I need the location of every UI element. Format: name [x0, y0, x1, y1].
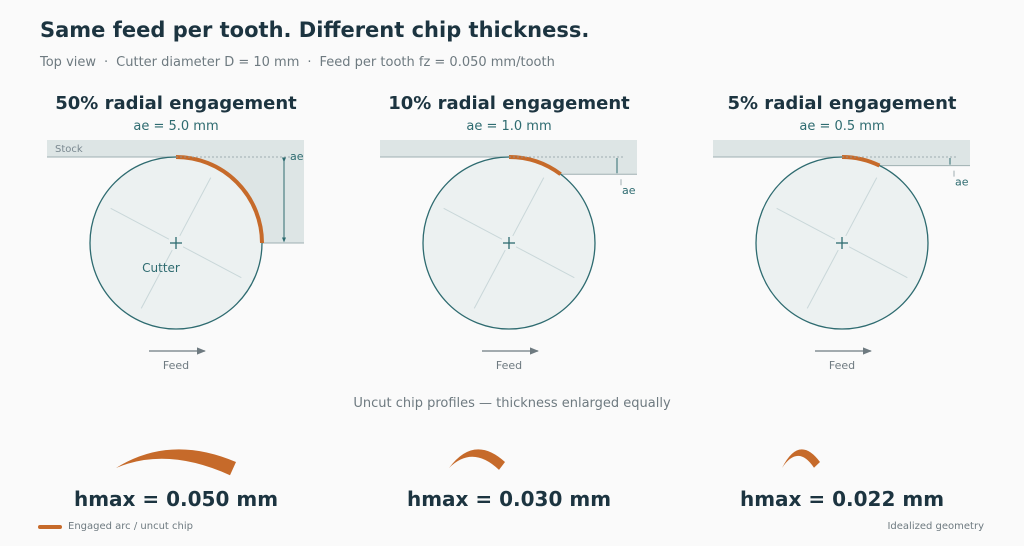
footnote: Idealized geometry: [887, 521, 984, 532]
cutter-spoke: [512, 177, 545, 237]
stock-region: [47, 140, 304, 157]
uncut-chip-profile: [782, 449, 820, 468]
feed-label: Feed: [496, 359, 522, 372]
subtitle-feed: Feed per tooth fz = 0.050 mm/tooth: [319, 55, 555, 70]
stock-region: [842, 157, 970, 166]
cutter-spoke: [845, 177, 878, 237]
chip-caption: Uncut chip profiles — thickness enlarged…: [353, 396, 671, 411]
subtitle-diameter: Cutter diameter D = 10 mm: [116, 55, 300, 70]
panels-layer: 50% radial engagement ae = 5.0 mm Stock Cut…: [47, 93, 970, 511]
subtitle-separator: ·: [104, 55, 109, 70]
cutter-spoke: [443, 207, 503, 240]
cutter-spoke: [806, 249, 839, 309]
cutter-label: Cutter: [142, 261, 180, 275]
legend-swatch: [38, 524, 62, 529]
feed-label: Feed: [163, 359, 189, 372]
hmax-value: hmax = 0.050 mm: [74, 487, 278, 511]
engagement-panel-1: 50% radial engagement ae = 5.0 mm Stock Cut…: [47, 93, 304, 511]
panel-ae-value: ae = 0.5 mm: [799, 119, 884, 134]
subtitle-separator: ·: [307, 55, 312, 70]
ae-label: ae: [955, 176, 969, 189]
stock-label: Stock: [55, 144, 83, 155]
cutter-spoke: [110, 207, 170, 240]
hmax-value: hmax = 0.022 mm: [740, 487, 944, 511]
stock-region: [380, 140, 637, 157]
engagement-panel-3: 5% radial engagement ae = 0.5 mm ae Feed hma…: [713, 93, 970, 511]
ae-label: ae: [622, 184, 636, 197]
legend: Engaged arc / uncut chip: [38, 521, 193, 532]
feed-label: Feed: [829, 359, 855, 372]
engaged-arc: [175, 155, 264, 244]
panel-title: 5% radial engagement: [727, 93, 956, 114]
uncut-chip-profile: [116, 449, 236, 476]
cutter-spoke: [473, 249, 506, 309]
engaged-arc: [841, 155, 881, 168]
cutter-spoke: [776, 207, 836, 240]
subtitle-view: Top view: [40, 55, 97, 70]
cutter-spoke: [179, 177, 212, 237]
cutter-spoke: [848, 246, 908, 279]
legend-label: Engaged arc / uncut chip: [68, 521, 193, 532]
ae-label: ae: [290, 150, 304, 163]
page-subtitle: Top view · Cutter diameter D = 10 mm · Feed …: [40, 55, 555, 70]
cutter-spoke: [140, 249, 173, 309]
panel-title: 50% radial engagement: [55, 93, 297, 114]
engagement-panel-2: 10% radial engagement ae = 1.0 mm ae Feed hm…: [380, 93, 637, 511]
stock-region: [713, 140, 970, 157]
panel-ae-value: ae = 5.0 mm: [133, 119, 218, 134]
cutter-spoke: [182, 246, 242, 279]
panel-ae-value: ae = 1.0 mm: [466, 119, 551, 134]
cutter-spoke: [515, 246, 575, 279]
uncut-chip-profile: [449, 449, 505, 470]
page-title: Same feed per tooth. Different chip thic…: [40, 18, 590, 42]
hmax-value: hmax = 0.030 mm: [407, 487, 611, 511]
panel-title: 10% radial engagement: [388, 93, 630, 114]
